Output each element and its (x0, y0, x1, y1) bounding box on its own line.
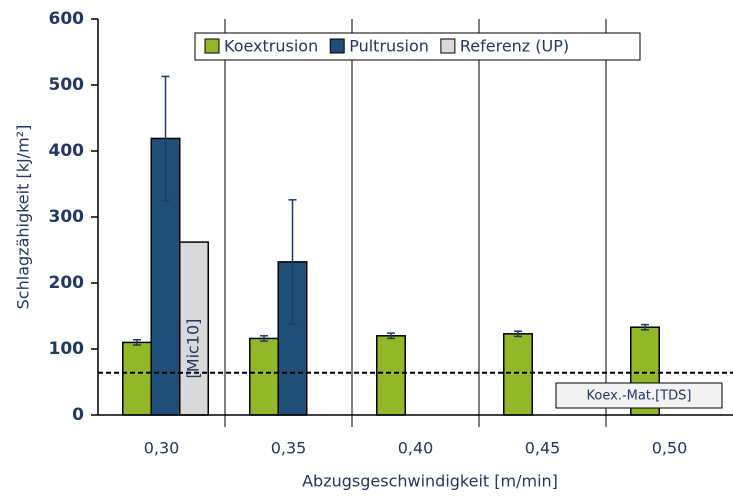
y-axis-label: Schlagzähigkeit [kJ/m²] (14, 125, 33, 310)
x-tick-label: 0,35 (271, 439, 307, 458)
error-bar (387, 332, 395, 340)
error-bar (161, 75, 170, 202)
y-tick-label: 100 (49, 339, 85, 359)
bar (179, 241, 209, 416)
reference-label: Koex.-Mat.[TDS] (587, 389, 692, 404)
legend-swatch (204, 38, 220, 54)
error-bar (260, 335, 268, 342)
legend-swatch (329, 38, 345, 54)
x-axis-label: Abzugsgeschwindigkeit [m/min] (302, 472, 558, 491)
x-tick-label: 0,45 (525, 439, 561, 458)
y-tick-label: 300 (49, 207, 85, 227)
y-tick-label: 200 (49, 273, 85, 293)
legend-label: Koextrusion (224, 37, 318, 56)
error-bar (641, 323, 649, 331)
y-tick-label: 600 (49, 9, 85, 29)
error-bar (514, 330, 522, 338)
reference-label-box (555, 382, 723, 409)
bar (503, 333, 533, 416)
bar (122, 341, 152, 416)
x-tick-label: 0,50 (652, 439, 688, 458)
bar (249, 337, 279, 416)
x-tick-label: 0,30 (144, 439, 180, 458)
legend-label: Pultrusion (349, 37, 429, 56)
bar (376, 335, 406, 416)
legend-swatch (440, 38, 456, 54)
y-tick-label: 0 (72, 405, 84, 425)
y-tick-label: 500 (49, 75, 85, 95)
legend-label: Referenz (UP) (460, 37, 569, 56)
error-bar (288, 199, 297, 325)
legend-box (194, 32, 641, 61)
y-tick-label: 400 (49, 141, 85, 161)
bar-annotation: [Mic10] (184, 319, 203, 379)
x-tick-label: 0,40 (398, 439, 434, 458)
error-bar (133, 339, 141, 346)
